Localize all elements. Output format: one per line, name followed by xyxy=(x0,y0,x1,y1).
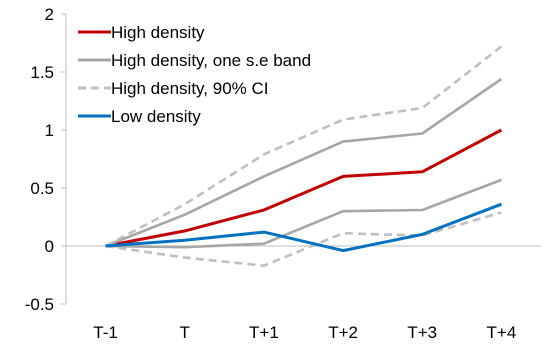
y-tick-label: 1 xyxy=(45,121,54,140)
legend-label: High density xyxy=(111,23,205,42)
series-line-5 xyxy=(105,211,502,268)
series-layer xyxy=(104,45,503,268)
axes: -0.5 0 0.5 1 1.5 2 T-1 T T+1 T+2 T+3 T+4 xyxy=(25,5,541,342)
x-tick-label: T+3 xyxy=(407,323,437,342)
x-tick-label: T+1 xyxy=(249,323,279,342)
x-tick-label: T-1 xyxy=(93,323,118,342)
y-tick-label: 1.5 xyxy=(30,63,54,82)
series-line-2 xyxy=(105,77,503,248)
legend-label: High density, one s.e band xyxy=(111,51,311,70)
series-line-6 xyxy=(105,202,502,253)
y-tick-label: 0 xyxy=(45,237,54,256)
x-tick-label: T+4 xyxy=(487,323,517,342)
legend-label: Low density xyxy=(111,107,201,126)
legend: High density High density, one s.e band Hi… xyxy=(78,23,311,126)
y-tick-label: -0.5 xyxy=(25,295,54,314)
y-tick-label: 2 xyxy=(45,5,54,24)
series-line-3 xyxy=(105,178,502,249)
x-tick-label: T xyxy=(180,323,190,342)
series-line-4 xyxy=(104,45,503,248)
series-line-1 xyxy=(105,128,503,248)
y-tick-label: 0.5 xyxy=(30,179,54,198)
x-tick-label: T+2 xyxy=(328,323,358,342)
legend-label: High density, 90% CI xyxy=(111,79,268,98)
